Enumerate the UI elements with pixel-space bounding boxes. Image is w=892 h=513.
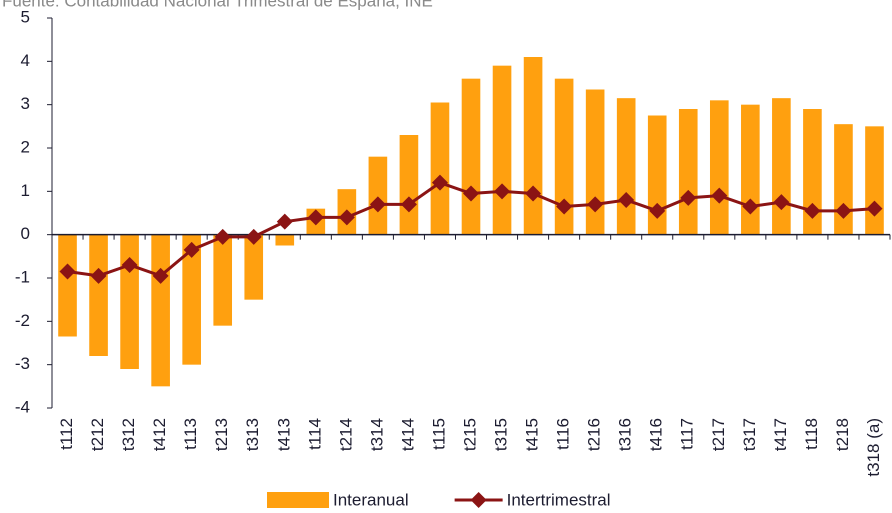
- marker: [556, 198, 573, 215]
- x-tick-label: t112: [57, 418, 76, 450]
- y-tick-label: -4: [15, 397, 30, 416]
- bar: [151, 234, 170, 387]
- x-tick-label: t315: [492, 418, 511, 451]
- legend-label: Intertrimestral: [507, 490, 611, 509]
- y-tick-label: 0: [21, 224, 30, 243]
- x-tick-label: t113: [181, 418, 200, 450]
- y-tick-label: 3: [21, 94, 30, 113]
- marker: [307, 209, 324, 226]
- y-tick-label: -2: [15, 311, 30, 330]
- marker: [152, 267, 169, 284]
- y-tick-label: -3: [15, 354, 30, 373]
- marker: [400, 196, 417, 213]
- marker: [463, 185, 479, 202]
- x-tick-label: t217: [709, 418, 728, 451]
- x-tick-label: t415: [523, 418, 542, 451]
- bar: [89, 234, 108, 356]
- bar: [554, 78, 574, 235]
- marker: [742, 198, 759, 215]
- bar: [275, 234, 295, 246]
- x-tick-label: t314: [367, 418, 386, 451]
- x-tick-label: t115: [429, 418, 448, 450]
- x-tick-label: t218: [833, 418, 852, 451]
- x-tick-label: t414: [398, 418, 417, 451]
- bar: [58, 234, 77, 337]
- x-tick-label: t317: [740, 418, 759, 451]
- x-tick-label: t214: [336, 418, 355, 451]
- marker: [338, 209, 355, 226]
- legend-label: Interanual: [333, 490, 409, 509]
- y-tick-label: 4: [21, 51, 30, 70]
- marker: [276, 213, 293, 230]
- x-tick-label: t313: [243, 418, 262, 451]
- bar: [865, 126, 884, 235]
- marker: [866, 200, 883, 217]
- marker: [121, 257, 138, 273]
- bar: [120, 234, 139, 369]
- bar: [430, 102, 450, 235]
- bar: [709, 100, 729, 235]
- x-tick-label: t416: [647, 418, 666, 451]
- marker: [369, 196, 386, 213]
- bar: [492, 65, 512, 235]
- marker: [587, 196, 604, 213]
- marker: [649, 202, 666, 219]
- bar: [803, 109, 822, 235]
- marker: [431, 174, 448, 191]
- x-tick-label: t116: [554, 418, 573, 450]
- marker: [835, 202, 852, 219]
- bar: [647, 115, 667, 235]
- x-tick-label: t412: [150, 418, 169, 451]
- bar: [461, 78, 481, 235]
- marker: [525, 185, 542, 202]
- marker: [773, 194, 790, 211]
- marker: [245, 228, 262, 245]
- source: Fuente: Contabilidad Nacional Trimestral…: [2, 0, 433, 10]
- y-tick-label: -1: [15, 267, 30, 286]
- x-tick-label: t212: [88, 418, 107, 451]
- marker: [59, 263, 76, 280]
- bar: [399, 135, 419, 235]
- x-tick-label: t216: [585, 418, 604, 451]
- y-tick-label: 2: [21, 137, 30, 156]
- x-tick-label: t213: [212, 418, 231, 451]
- bar: [585, 89, 605, 235]
- y-tick-label: 5: [21, 7, 30, 26]
- bar: [616, 98, 636, 235]
- bar: [213, 234, 233, 326]
- y-tick-label: 1: [21, 181, 30, 200]
- x-tick-label: t118: [802, 418, 821, 450]
- bar: [244, 234, 264, 300]
- marker: [680, 189, 697, 206]
- marker: [90, 267, 107, 284]
- x-tick-label: t215: [460, 418, 479, 451]
- marker: [711, 187, 728, 204]
- bar: [834, 124, 853, 235]
- bar: [182, 234, 201, 365]
- x-tick-label: t413: [274, 418, 293, 451]
- bar: [772, 98, 791, 235]
- x-tick-label: t318 (a): [864, 418, 883, 477]
- x-tick-label: t316: [616, 418, 635, 451]
- marker: [804, 202, 821, 219]
- x-tick-label: t417: [771, 418, 790, 451]
- legend-swatch: [267, 492, 329, 508]
- bar: [523, 57, 543, 235]
- bar: [368, 156, 388, 235]
- bar: [678, 109, 698, 235]
- marker: [494, 183, 511, 200]
- x-tick-label: t117: [678, 418, 697, 450]
- x-tick-label: t114: [305, 418, 324, 450]
- marker: [618, 192, 635, 208]
- bar: [741, 104, 760, 235]
- marker: [214, 228, 231, 245]
- marker: [183, 241, 200, 258]
- legend-marker: [470, 492, 487, 508]
- x-tick-label: t312: [119, 418, 138, 451]
